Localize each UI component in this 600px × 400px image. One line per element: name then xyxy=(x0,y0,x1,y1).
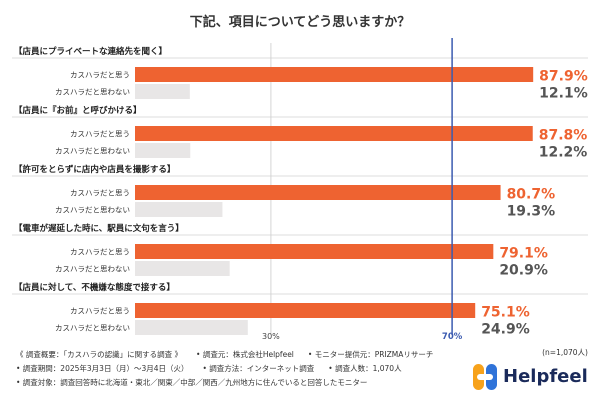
bar-disagree xyxy=(135,202,223,217)
series-label: カスハラだと思わない xyxy=(55,88,130,97)
bar-disagree xyxy=(135,261,230,276)
gridline-label: 30% xyxy=(262,332,280,341)
value-label: 87.8% xyxy=(539,128,588,144)
group-label: 【店員に『お前』と呼びかける】 xyxy=(14,105,142,116)
series-label: カスハラだと思う xyxy=(70,130,130,139)
group-label: 【許可をとらずに店内や店員を撮影する】 xyxy=(14,164,175,175)
series-label: カスハラだと思う xyxy=(70,189,130,198)
chart-title: 下記、項目についてどう思いますか？ xyxy=(190,14,411,30)
sample-size: (n=1,070人) xyxy=(542,348,588,357)
brand-name: Helpfeel xyxy=(503,366,588,387)
survey-notes: 《 調査概要：「カスハラの認識」に関する調査 》 • 調査元：株式会社Helpfe… xyxy=(16,348,486,390)
note-item: 《 調査概要：「カスハラの認識」に関する調査 》 xyxy=(16,350,183,359)
note-item: • 調査対象：調査回答時に北海道・東北／関東／中部／関西／九州地方に住んでいると… xyxy=(16,378,368,387)
note-item: • 調査人数：1,070人 xyxy=(328,364,402,373)
note-item: • 調査元：株式会社Helpfeel xyxy=(196,350,294,359)
bar-agree xyxy=(135,244,494,259)
value-label: 20.9% xyxy=(499,263,548,279)
group-label: 【店員にプライベートな連絡先を聞く】 xyxy=(14,46,167,57)
bar-agree xyxy=(135,185,501,200)
value-label: 12.2% xyxy=(539,145,588,161)
series-label: カスハラだと思う xyxy=(70,71,130,80)
note-row: 《 調査概要：「カスハラの認識」に関する調査 》 • 調査元：株式会社Helpfe… xyxy=(16,348,486,362)
bar-disagree xyxy=(135,84,190,99)
series-label: カスハラだと思う xyxy=(70,307,130,316)
horizontal-bar-chart: 下記、項目についてどう思いますか？ 30%【店員にプライベートな連絡先を聞く】カ… xyxy=(12,14,588,342)
note-item: • 調査方法：インターネット調査 xyxy=(202,364,315,373)
bar-agree xyxy=(135,67,534,82)
series-label: カスハラだと思う xyxy=(70,248,130,257)
series-label: カスハラだと思わない xyxy=(55,265,130,274)
note-item: • モニター提供元：PRIZMAリサーチ xyxy=(307,350,434,359)
series-label: カスハラだと思わない xyxy=(55,206,130,215)
brand: Helpfeel xyxy=(472,362,590,392)
group-label: 【電車が遅延した時に、駅員に文句を言う】 xyxy=(14,223,184,234)
value-label: 75.1% xyxy=(481,305,530,321)
series-label: カスハラだと思わない xyxy=(55,324,130,333)
value-label: 87.9% xyxy=(539,69,588,85)
bar-disagree xyxy=(135,143,191,158)
value-label: 79.1% xyxy=(499,246,548,262)
helpfeel-logo-icon xyxy=(473,364,497,390)
note-row: • 調査対象：調査回答時に北海道・東北／関東／中部／関西／九州地方に住んでいると… xyxy=(16,376,486,390)
value-label: 24.9% xyxy=(481,322,530,338)
bar-disagree xyxy=(135,320,248,335)
plot-area: 30% 【店員にプライベートな連絡先を聞く】カスハラだと思う 87.9% カスハラだと… xyxy=(12,38,588,342)
note-item: • 調査期間：2025年3月3日（月）〜3月4日（火） xyxy=(16,364,189,373)
bar-agree xyxy=(135,303,476,318)
series-label: カスハラだと思わない xyxy=(55,147,130,156)
value-label: 19.3% xyxy=(507,204,556,220)
bar-agree xyxy=(135,126,533,141)
group-label: 【店員に対して、不機嫌な態度で接する】 xyxy=(14,282,175,293)
value-label: 80.7% xyxy=(507,187,556,203)
value-label: 12.1% xyxy=(539,86,588,102)
note-row: • 調査期間：2025年3月3日（月）〜3月4日（火） • 調査方法：インターネッ… xyxy=(16,362,486,376)
reference-line-label: 70% xyxy=(442,332,463,342)
